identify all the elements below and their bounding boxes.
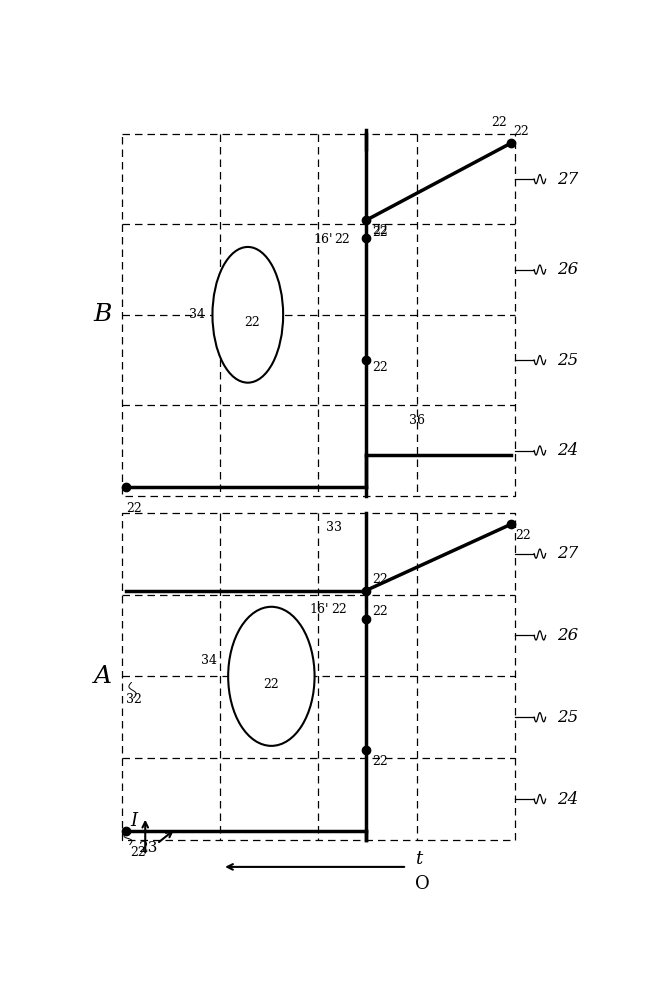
Text: A: A (94, 665, 112, 688)
Text: 27: 27 (557, 171, 579, 188)
Text: 26: 26 (557, 261, 579, 278)
Text: 22: 22 (513, 125, 529, 138)
Text: 22: 22 (130, 846, 146, 859)
Ellipse shape (228, 607, 315, 746)
Text: 22: 22 (372, 226, 388, 239)
Text: 22: 22 (126, 502, 142, 515)
Text: O: O (415, 875, 430, 893)
Text: 22: 22 (372, 361, 388, 374)
Text: 26: 26 (557, 627, 579, 644)
Text: t: t (415, 850, 422, 868)
Text: 34: 34 (201, 654, 216, 667)
Text: I: I (130, 812, 137, 830)
Ellipse shape (213, 247, 283, 383)
Text: 32: 32 (126, 693, 142, 706)
Text: 22: 22 (372, 224, 388, 237)
Text: 22: 22 (372, 605, 388, 618)
Text: 34: 34 (189, 308, 205, 321)
Text: 22: 22 (491, 116, 507, 129)
Text: 22: 22 (335, 233, 350, 246)
Text: 22: 22 (244, 316, 260, 329)
Text: 16': 16' (314, 233, 333, 246)
Text: 24: 24 (557, 442, 579, 459)
Text: 27: 27 (557, 545, 579, 562)
Text: 22: 22 (331, 603, 346, 616)
Text: 36: 36 (409, 414, 424, 427)
Text: 22: 22 (372, 573, 388, 586)
Text: 33: 33 (326, 521, 342, 534)
Text: B: B (94, 303, 112, 326)
Text: 16': 16' (310, 603, 329, 616)
Text: 25: 25 (557, 352, 579, 369)
Text: 22: 22 (515, 529, 531, 542)
Text: 23: 23 (140, 841, 159, 855)
Text: 22: 22 (372, 755, 388, 768)
Text: 24: 24 (557, 791, 579, 808)
Text: 25: 25 (557, 709, 579, 726)
Text: 22: 22 (264, 678, 279, 691)
